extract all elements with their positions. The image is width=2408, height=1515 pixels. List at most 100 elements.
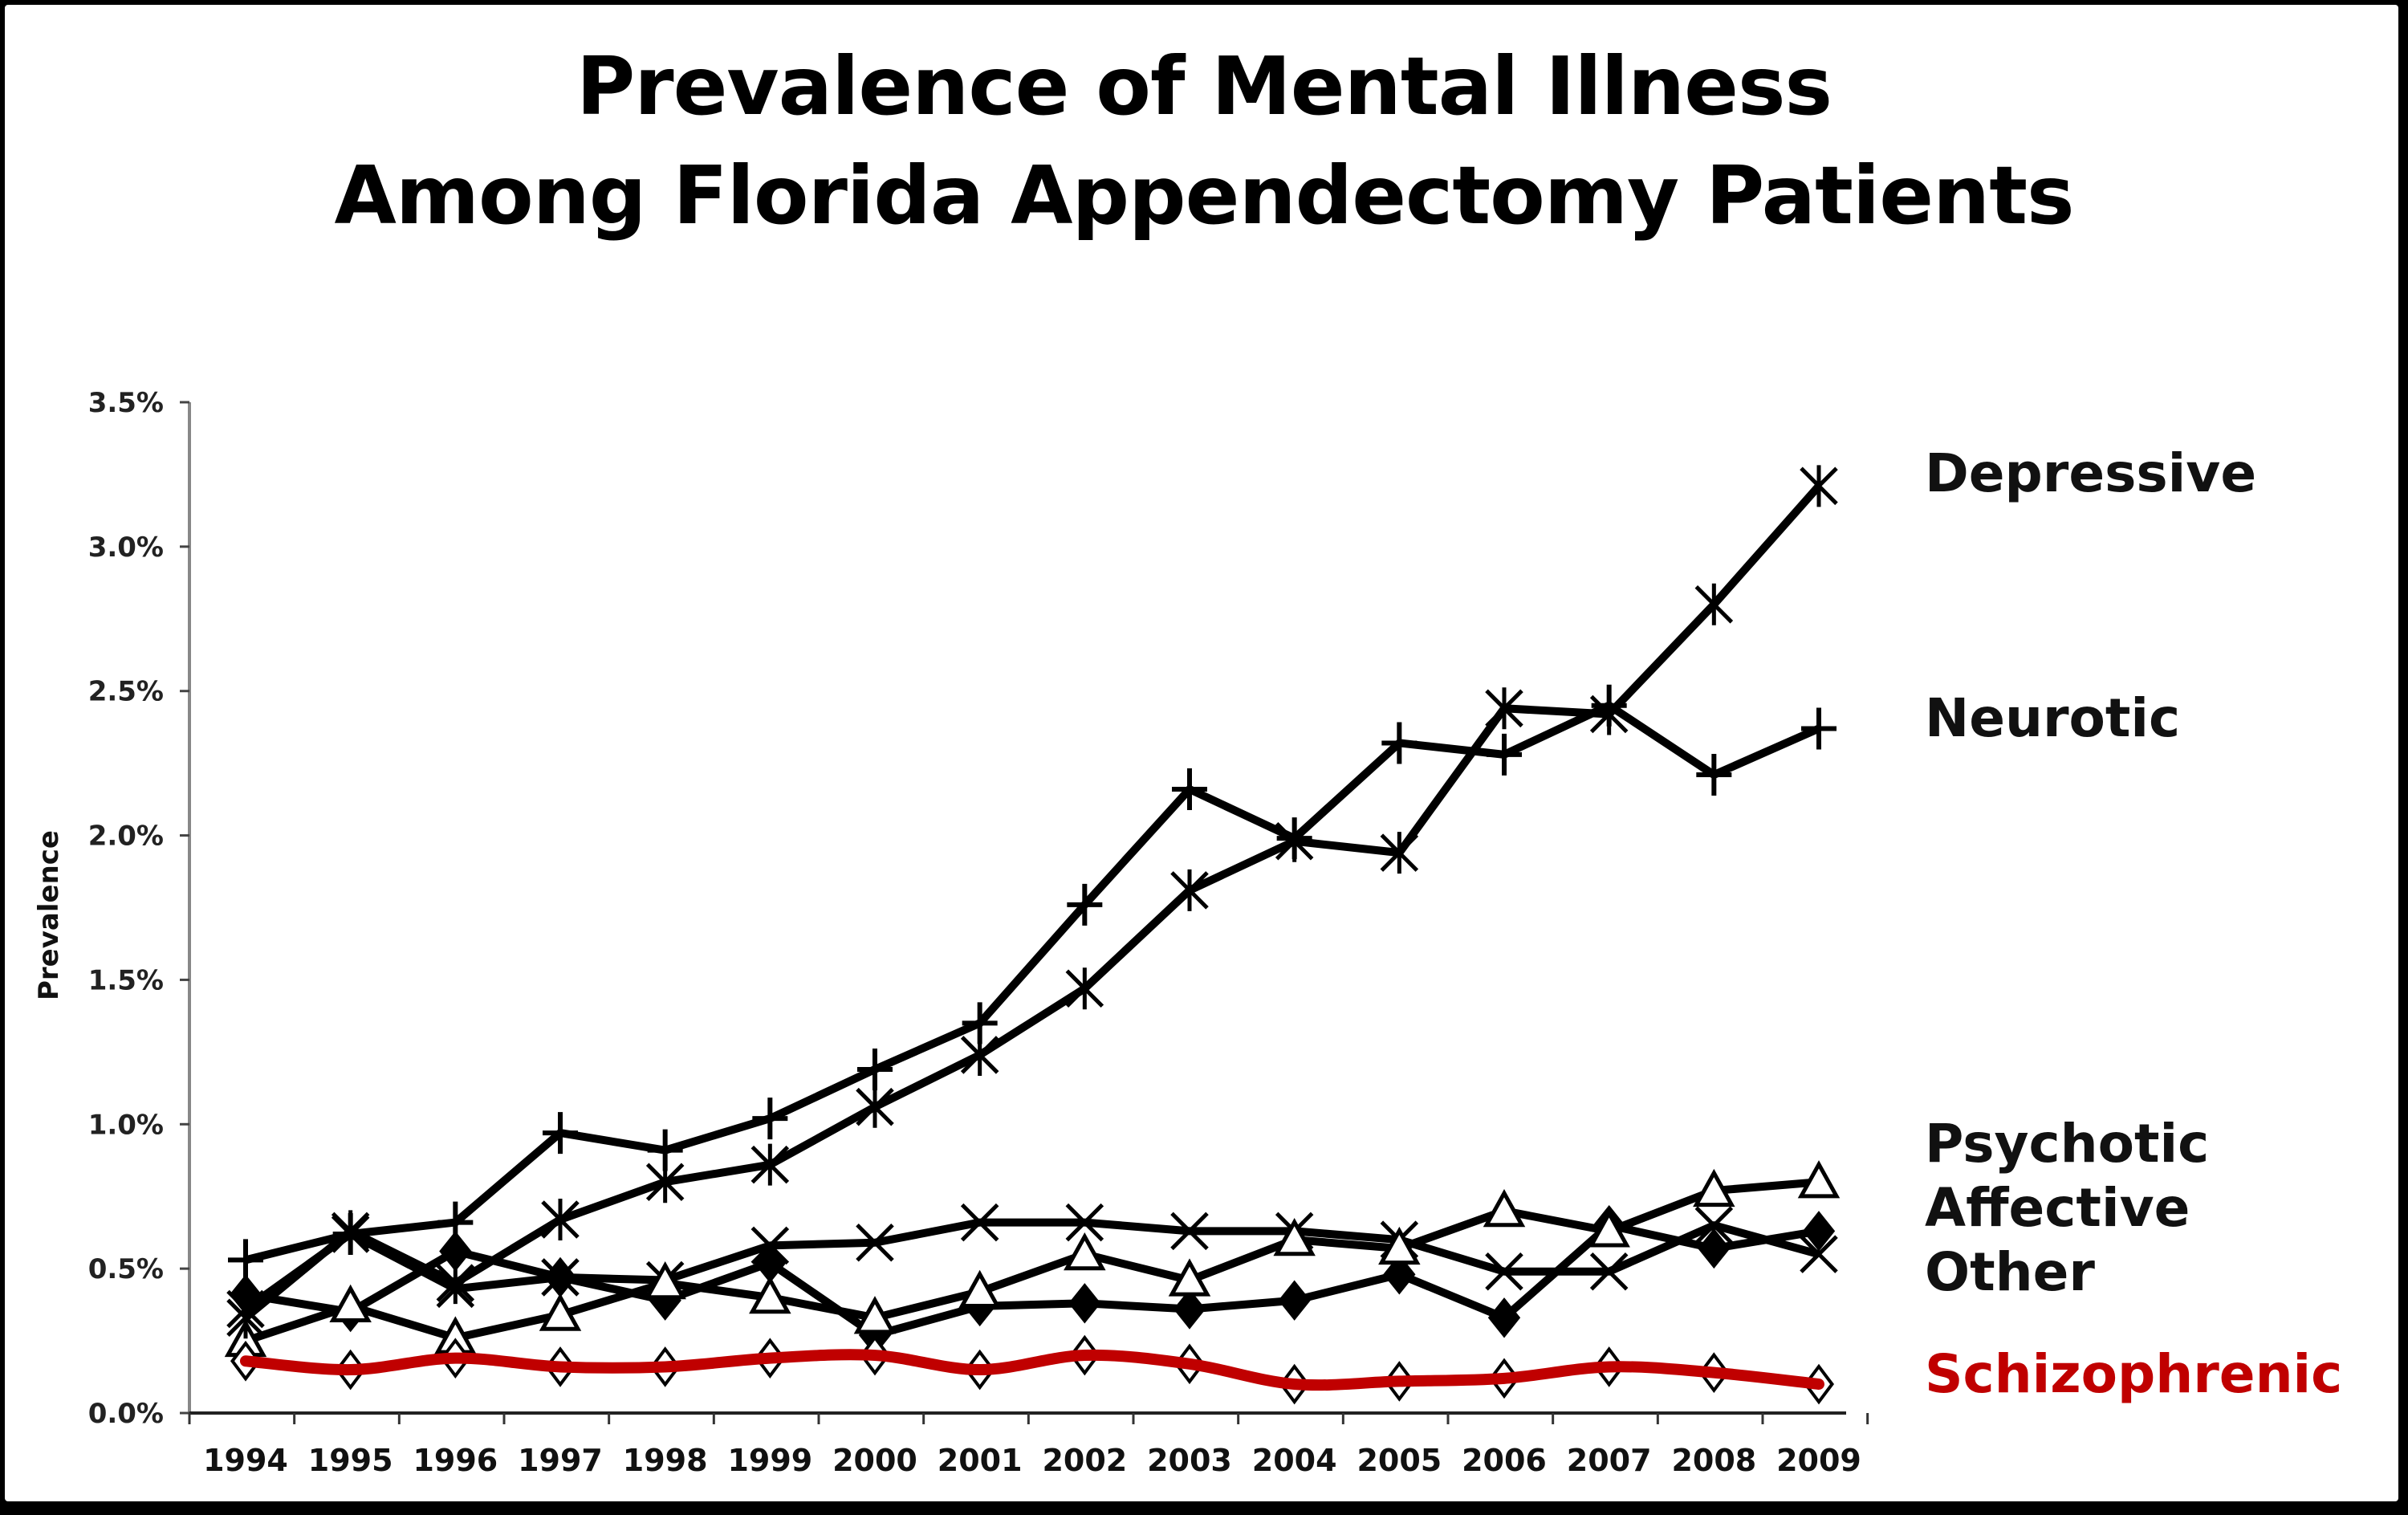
series-line-affective	[245, 1221, 1820, 1339]
marker-psychotic	[539, 1293, 582, 1331]
y-tick-label: 1.5%	[88, 964, 164, 996]
marker-other	[1170, 1212, 1209, 1251]
marker-neurotic	[1696, 754, 1732, 796]
marker-affective	[1802, 1211, 1836, 1252]
x-tick-label: 1998	[623, 1443, 708, 1478]
marker-depressive	[1380, 832, 1419, 874]
y-tick-label: 2.0%	[88, 821, 164, 853]
series-line-neurotic	[244, 701, 1821, 1265]
marker-psychotic	[1168, 1258, 1211, 1297]
label-schizophrenic: Schizophrenic	[1925, 1343, 2343, 1405]
marker-other	[960, 1203, 999, 1242]
x-tick-label: 2009	[1776, 1443, 1861, 1478]
marker-neurotic	[1487, 733, 1522, 776]
marker-other	[1800, 1235, 1838, 1273]
y-tick-label: 3.0%	[88, 531, 164, 564]
marker-neurotic	[1276, 817, 1312, 860]
label-neurotic: Neurotic	[1925, 687, 2181, 749]
series-markers	[224, 465, 1841, 1405]
x-tick-label: 2007	[1567, 1443, 1652, 1478]
label-other: Other	[1925, 1241, 2095, 1303]
x-tick-label: 2004	[1252, 1443, 1337, 1478]
axes: 0.0% 0.5% 1.0% 1.5% 2.0% 2.5% 3.0% 3.5% 1994 1995…	[33, 387, 1869, 1478]
marker-affective	[1068, 1283, 1101, 1324]
series-line-depressive	[242, 483, 1822, 1322]
x-tick-label: 1995	[308, 1443, 393, 1478]
series-line-psychotic	[244, 1178, 1820, 1345]
marker-affective	[1278, 1280, 1311, 1321]
marker-affective	[1698, 1228, 1731, 1269]
marker-neurotic	[962, 1002, 998, 1045]
marker-depressive	[750, 1143, 790, 1186]
y-tick-label: 0.5%	[88, 1253, 164, 1285]
label-depressive: Depressive	[1925, 442, 2257, 504]
marker-neurotic	[752, 1098, 788, 1140]
marker-affective	[1383, 1254, 1416, 1295]
marker-depressive	[1485, 687, 1523, 730]
marker-psychotic	[1064, 1232, 1106, 1271]
y-tick-label: 2.5%	[88, 676, 164, 708]
x-tick-label: 2008	[1671, 1443, 1756, 1478]
y-axis-label: Prevalence	[33, 830, 65, 1000]
marker-neurotic	[857, 1048, 893, 1090]
x-tick-label: 2005	[1357, 1443, 1442, 1478]
x-tick-label: 1999	[727, 1443, 812, 1478]
x-tick-label: 2002	[1042, 1443, 1127, 1478]
marker-neurotic	[543, 1112, 578, 1155]
x-tick-label: 1997	[518, 1443, 603, 1478]
label-affective: Affective	[1925, 1177, 2190, 1239]
marker-other	[1065, 1203, 1104, 1242]
marker-other	[1589, 1252, 1629, 1291]
marker-neurotic	[647, 1129, 683, 1171]
marker-other	[1485, 1252, 1523, 1291]
x-tick-label: 2003	[1147, 1443, 1232, 1478]
marker-depressive	[1170, 869, 1209, 911]
marker-other	[856, 1224, 894, 1262]
marker-neurotic	[1591, 684, 1627, 727]
marker-psychotic	[749, 1275, 791, 1314]
marker-depressive	[541, 1198, 580, 1240]
y-tick-label: 3.5%	[88, 387, 164, 419]
marker-other	[1694, 1206, 1734, 1244]
marker-psychotic	[853, 1296, 897, 1334]
marker-affective	[1487, 1297, 1521, 1338]
marker-depressive	[1065, 967, 1104, 1010]
x-tick-label: 2006	[1462, 1443, 1547, 1478]
series-line-schizophrenic	[240, 1349, 1824, 1391]
marker-depressive	[226, 1297, 265, 1339]
marker-affective	[1173, 1289, 1206, 1330]
marker-neurotic	[332, 1212, 368, 1255]
label-psychotic: Psychotic	[1925, 1113, 2210, 1175]
y-tick-label: 0.0%	[88, 1398, 164, 1430]
x-tick-label: 2000	[832, 1443, 917, 1478]
marker-psychotic	[1378, 1226, 1421, 1265]
chart-title: Prevalence of Mental Illness Among Flori…	[0, 32, 2408, 250]
marker-neurotic	[1172, 768, 1207, 811]
x-tick-label: 1994	[203, 1443, 288, 1478]
marker-neurotic	[1801, 707, 1837, 750]
y-tick-label: 1.0%	[88, 1109, 164, 1141]
marker-neurotic	[228, 1239, 263, 1281]
chart-panel	[5, 5, 2398, 1501]
marker-depressive	[1800, 465, 1838, 507]
marker-psychotic	[958, 1269, 1001, 1309]
marker-depressive	[1694, 583, 1734, 625]
series-lines	[242, 483, 1822, 1345]
marker-psychotic	[1693, 1168, 1735, 1208]
marker-psychotic	[644, 1260, 686, 1300]
x-tick-label: 1996	[413, 1443, 498, 1478]
marker-psychotic	[1483, 1189, 1526, 1228]
marker-neurotic	[1067, 883, 1103, 926]
chart-title-line-2: Among Florida Appendectomy Patients	[334, 149, 2074, 242]
x-tick-label: 2001	[938, 1443, 1023, 1478]
marker-psychotic	[1273, 1218, 1316, 1256]
marker-psychotic	[329, 1284, 372, 1323]
marker-neurotic	[437, 1201, 474, 1244]
marker-psychotic	[1588, 1209, 1630, 1248]
marker-depressive	[436, 1262, 475, 1305]
marker-neurotic	[1381, 722, 1418, 764]
marker-psychotic	[1797, 1160, 1841, 1199]
chart-title-line-1: Prevalence of Mental Illness	[576, 39, 1832, 133]
marker-depressive	[856, 1085, 894, 1128]
